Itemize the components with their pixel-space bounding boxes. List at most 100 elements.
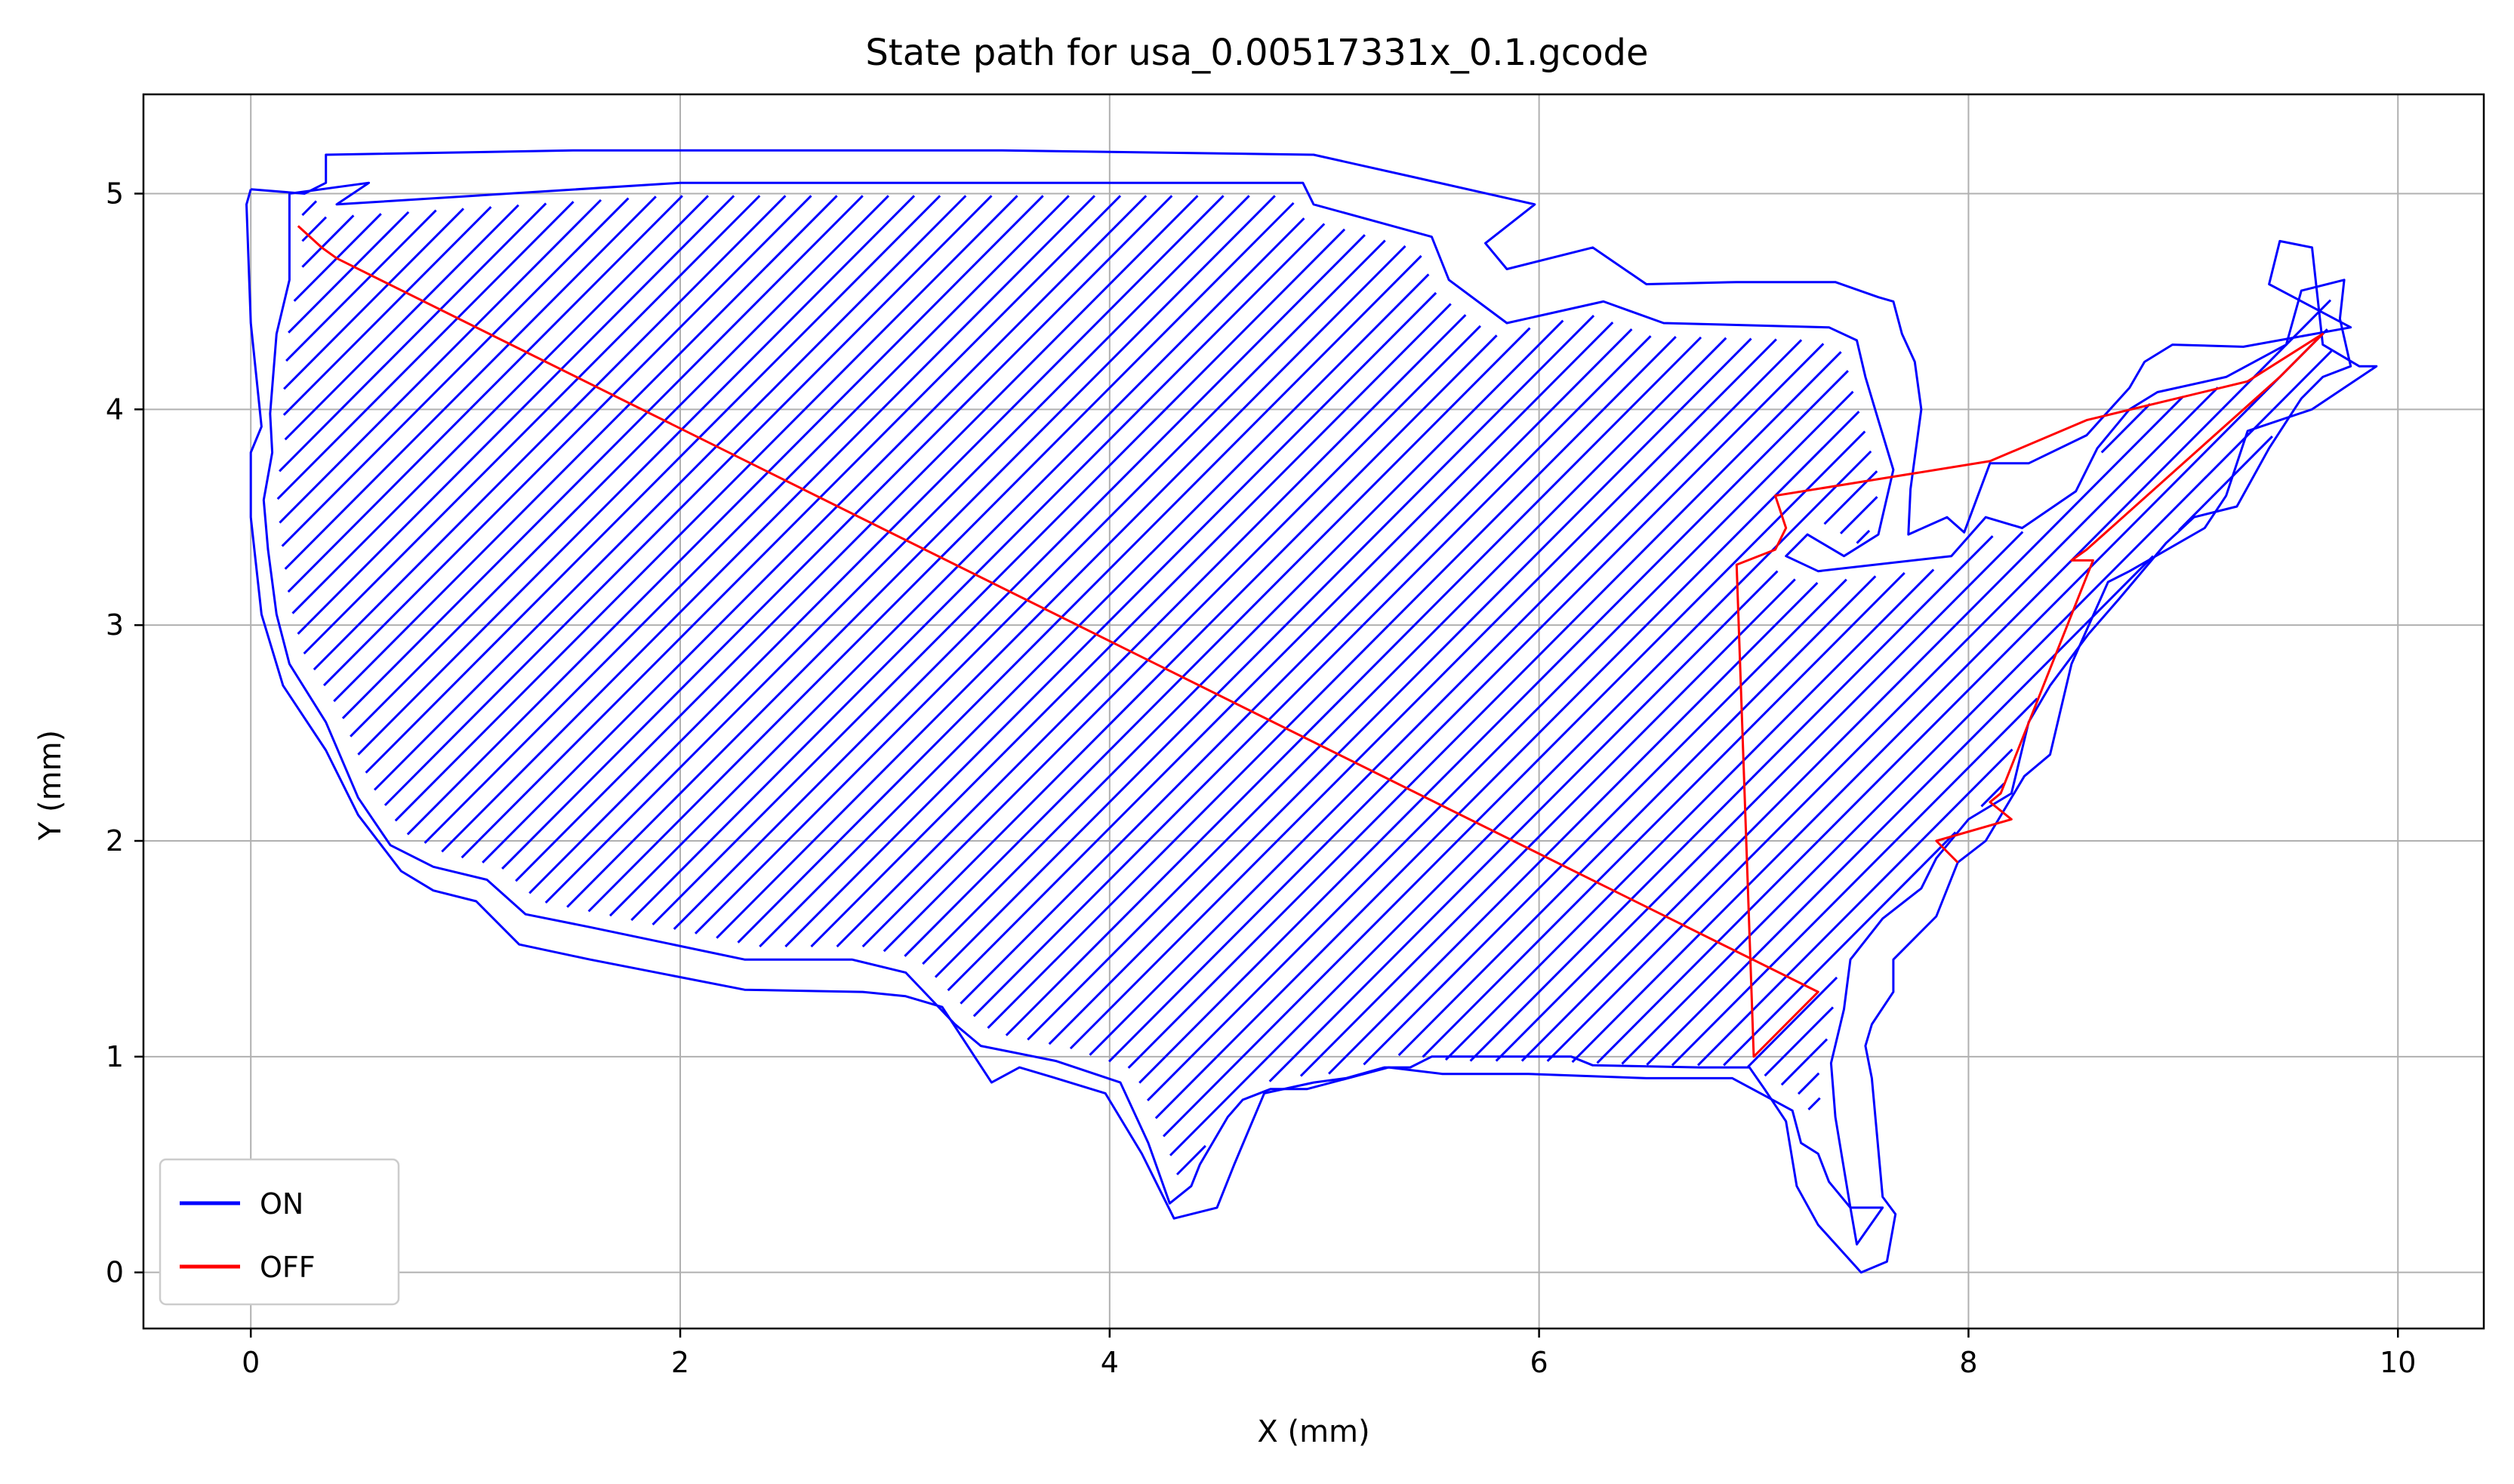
on-infill-segment	[1823, 470, 1878, 525]
on-infill-segment	[1671, 697, 2038, 1067]
on-infill-segment	[1422, 571, 1906, 1058]
on-infill-segment	[1089, 339, 1803, 1056]
on-infill-segment	[922, 319, 1564, 965]
on-infill-segment	[1546, 386, 2219, 1062]
on-infill-segment	[333, 195, 838, 703]
on-infill-segment	[1108, 343, 1825, 1063]
x-tick-label: 2	[671, 1346, 689, 1379]
on-infill-segment	[297, 195, 735, 635]
on-infill-segment	[608, 217, 1305, 917]
on-infill-segment	[1495, 531, 2024, 1062]
on-infill-segment	[279, 199, 602, 524]
on-infill-segment	[276, 201, 575, 500]
on-path-infill	[276, 195, 2333, 1176]
on-infill-segment	[313, 195, 787, 671]
on-infill-segment	[424, 195, 1070, 844]
on-infill-segment	[282, 205, 492, 416]
y-tick-label: 2	[106, 824, 124, 857]
on-infill-segment	[1328, 581, 1819, 1075]
on-infill-segment	[544, 195, 1250, 904]
on-infill-segment	[836, 314, 1467, 948]
on-infill-segment	[1764, 1006, 1835, 1077]
on-infill-segment	[1169, 450, 1872, 1156]
y-tick-label: 4	[106, 393, 124, 426]
on-infill-segment	[350, 195, 889, 737]
on-infill-segment	[281, 197, 630, 547]
on-infill-segment	[566, 195, 1276, 908]
x-axis-label: X (mm)	[1257, 1415, 1369, 1449]
on-infill-segment	[1175, 1144, 1206, 1176]
on-infill-segment	[1154, 411, 1860, 1119]
x-ticks: 0 2 4 6 8 10	[242, 1329, 2416, 1379]
on-infill-segment	[1856, 529, 1871, 544]
on-infill-segment	[716, 245, 1406, 939]
on-path-outer-outline	[245, 149, 2378, 1274]
on-path-inner-outline	[262, 181, 2352, 1245]
on-infill-segment	[1138, 370, 1849, 1084]
on-infill-segment	[1980, 783, 2005, 808]
on-infill-segment	[737, 254, 1422, 944]
on-infill-segment	[759, 273, 1430, 948]
y-ticks: 0 1 2 3 4 5	[106, 177, 143, 1289]
on-infill-segment	[288, 211, 410, 334]
on-infill-segment	[1363, 578, 1847, 1066]
on-infill-segment	[365, 195, 941, 774]
on-infill-segment	[287, 195, 683, 593]
on-infill-segment	[357, 195, 916, 756]
on-infill-segment	[283, 208, 465, 390]
on-infill-segment	[972, 335, 1652, 1018]
on-infill-segment	[394, 195, 1018, 822]
on-infill-segment	[784, 291, 1437, 948]
on-infill-segment	[301, 214, 355, 268]
x-tick-label: 8	[1959, 1346, 1977, 1379]
legend-label-on: ON	[260, 1187, 303, 1221]
x-tick-label: 4	[1101, 1346, 1119, 1379]
on-infill-segment	[301, 200, 318, 217]
on-infill-segment	[1646, 555, 2155, 1066]
on-infill-segment	[322, 195, 812, 687]
on-infill-segment	[1780, 1038, 1829, 1086]
on-infill-segment	[293, 213, 382, 302]
legend-label-off: OFF	[260, 1251, 316, 1284]
on-infill-segment	[341, 195, 864, 719]
on-infill-segment	[1005, 336, 1702, 1036]
grid	[143, 94, 2484, 1329]
plot-area	[245, 149, 2378, 1274]
x-tick-label: 6	[1530, 1346, 1548, 1379]
on-infill-segment	[947, 322, 1614, 992]
on-infill-segment	[987, 335, 1677, 1029]
x-tick-label: 0	[242, 1346, 260, 1379]
on-infill-segment	[1048, 337, 1752, 1045]
on-infill-segment	[301, 216, 327, 242]
on-infill-segment	[461, 195, 1122, 859]
on-infill-segment	[1268, 570, 1779, 1082]
on-infill-segment	[934, 315, 1595, 978]
on-infill-segment	[1807, 1097, 1821, 1111]
on-infill-segment	[883, 334, 1498, 953]
on-infill-segment	[303, 195, 761, 655]
on-infill-segment	[279, 202, 547, 473]
axes-frame	[142, 93, 2485, 1330]
y-axis-label: Y (mm)	[33, 730, 68, 841]
on-infill-segment	[1697, 748, 2013, 1067]
on-infill-segment	[1747, 976, 1838, 1068]
on-infill-segment	[960, 328, 1633, 1005]
on-infill-segment	[673, 234, 1366, 930]
off-path	[297, 225, 2325, 1058]
on-infill-segment	[2100, 402, 2151, 454]
x-tick-label: 10	[2380, 1346, 2416, 1379]
on-infill-segment	[482, 195, 1148, 864]
y-tick-label: 0	[106, 1256, 124, 1289]
on-infill-segment	[861, 325, 1481, 948]
y-tick-label: 1	[106, 1040, 124, 1073]
on-infill-segment	[384, 195, 993, 806]
on-infill-segment	[904, 327, 1531, 957]
on-infill-segment	[2178, 435, 2273, 531]
chart-title: State path for usa_0.00517331x_0.1.gcode	[865, 32, 1648, 74]
on-infill-segment	[515, 195, 1199, 882]
on-infill-segment	[284, 196, 657, 570]
legend: ON OFF	[159, 1158, 400, 1306]
on-infill-segment	[406, 195, 1044, 836]
on-infill-segment	[1469, 535, 1994, 1062]
on-infill-segment	[1146, 390, 1854, 1102]
